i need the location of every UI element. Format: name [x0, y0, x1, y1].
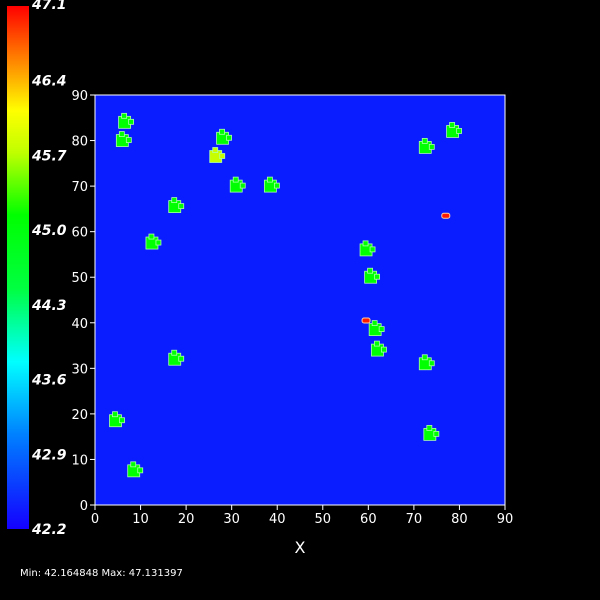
blob-shape — [428, 360, 435, 367]
blob — [118, 112, 135, 129]
blob-shape — [433, 430, 440, 437]
blob — [145, 233, 162, 250]
x-tick-label: 30 — [223, 512, 240, 527]
blob — [168, 197, 185, 214]
colorbar-bar — [7, 6, 29, 529]
colorbar-tick-label: 47.1 — [31, 0, 67, 13]
blob-shape — [239, 182, 246, 189]
blob-shape — [374, 340, 380, 347]
y-tick-label: 40 — [71, 317, 88, 332]
y-tick-label: 20 — [71, 408, 88, 423]
blob — [359, 240, 376, 257]
blob — [263, 176, 280, 193]
blob-shape — [219, 153, 226, 159]
colorbar-tick-label: 42.2 — [31, 522, 67, 538]
blob — [446, 122, 463, 138]
blob-shape — [130, 461, 137, 468]
x-tick-label: 0 — [91, 512, 99, 527]
blob — [371, 340, 387, 357]
colorbar-tick-label: 44.3 — [31, 298, 67, 314]
blob-shape — [449, 122, 456, 128]
hot-spot — [441, 212, 451, 219]
blob-shape — [178, 203, 185, 210]
blob — [364, 267, 381, 284]
blob-shape — [171, 197, 178, 204]
y-tick-label: 0 — [80, 499, 88, 514]
blob — [168, 349, 185, 366]
blob-shape — [378, 326, 385, 333]
plot-area — [94, 94, 506, 506]
colorbar-tick-label: 45.0 — [31, 223, 67, 239]
blob-layer — [109, 112, 463, 478]
blob-shape — [266, 176, 273, 183]
blob-shape — [155, 239, 162, 246]
blob-shape — [125, 137, 132, 143]
x-tick-label: 90 — [497, 512, 514, 527]
blob-shape — [426, 424, 433, 431]
blob-shape — [178, 355, 185, 362]
blob-shape — [456, 128, 463, 134]
colorbar-labels: 47.1 46.4 45.7 45.0 44.3 43.6 42.9 42.2 — [31, 0, 67, 538]
blob — [418, 137, 435, 154]
blob-shape — [381, 346, 387, 353]
y-tick-label: 80 — [71, 135, 88, 150]
blob — [127, 461, 144, 478]
y-tick-label: 90 — [71, 89, 88, 104]
blob-shape — [121, 112, 128, 119]
blob-shape — [119, 417, 125, 424]
blob-shape — [369, 246, 376, 253]
blob-shape — [128, 118, 135, 125]
y-tick-label: 60 — [71, 226, 88, 241]
blob-shape — [421, 354, 428, 361]
x-tick-label: 10 — [132, 512, 149, 527]
blob — [418, 354, 435, 371]
blob-shape — [171, 349, 178, 356]
blob-shape — [232, 176, 239, 183]
blob-shape — [137, 467, 144, 474]
blob-shape — [371, 320, 378, 327]
hot-spot — [361, 317, 371, 324]
y-tick-label: 30 — [71, 362, 88, 377]
x-tick-label: 50 — [315, 512, 332, 527]
colorbar-tick-label: 42.9 — [31, 447, 67, 463]
blob-shape — [118, 131, 125, 137]
min-max-readout: Min: 42.164848 Max: 47.131397 — [20, 568, 183, 579]
hot-spot-shape — [441, 212, 451, 219]
blob — [209, 147, 226, 163]
blob — [216, 128, 232, 145]
y-tick-label: 70 — [71, 180, 88, 195]
x-tick-label: 70 — [406, 512, 423, 527]
blob-shape — [428, 143, 435, 150]
colorbar-tick-label: 46.4 — [31, 74, 67, 90]
hot-spot-shape — [361, 317, 371, 324]
blob-shape — [374, 273, 381, 280]
blob-shape — [112, 411, 118, 418]
x-tick-label: 60 — [360, 512, 377, 527]
blob — [368, 320, 385, 337]
blob-shape — [273, 182, 280, 189]
blob-shape — [367, 267, 374, 274]
blob-shape — [212, 147, 219, 153]
colorbar-tick-label: 43.6 — [31, 373, 67, 389]
blob — [423, 424, 440, 441]
x-tick-label: 20 — [178, 512, 195, 527]
blob — [229, 176, 246, 193]
x-tick-label: 40 — [269, 512, 286, 527]
x-axis-title: X — [295, 538, 306, 557]
colorbar-tick-label: 45.7 — [31, 148, 67, 164]
y-tick-label: 10 — [71, 453, 88, 468]
blob-shape — [219, 128, 225, 135]
blob-shape — [421, 137, 428, 144]
blob — [115, 131, 132, 147]
blob-shape — [362, 240, 369, 247]
x-axis: 0 10 20 30 40 50 60 70 80 90 — [91, 505, 513, 527]
x-tick-label: 80 — [451, 512, 468, 527]
blob — [109, 411, 125, 428]
blob-shape — [148, 233, 155, 240]
y-tick-label: 50 — [71, 271, 88, 286]
blob-shape — [226, 134, 232, 141]
y-axis: 0 10 20 30 40 50 60 70 80 90 — [71, 89, 95, 514]
